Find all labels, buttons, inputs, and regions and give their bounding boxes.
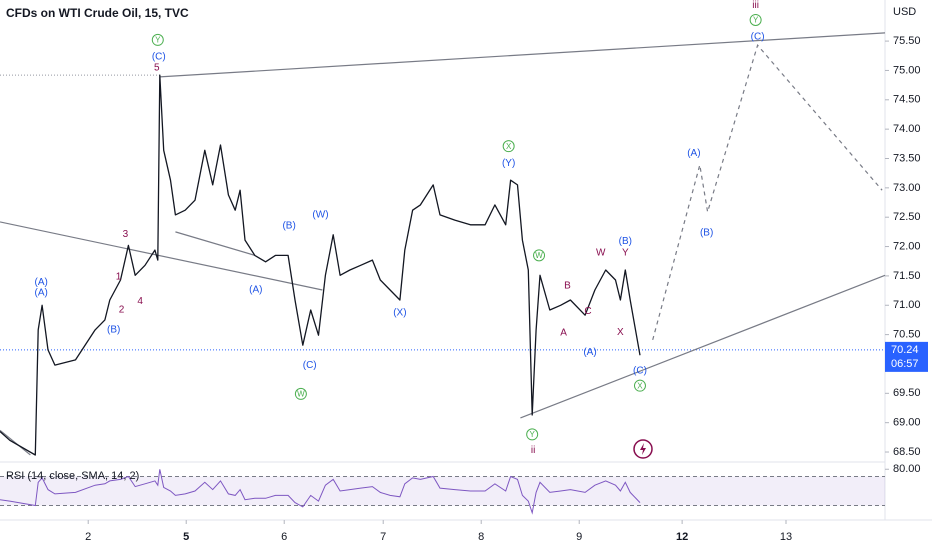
y-tick-label: 74.00 bbox=[893, 123, 921, 135]
y-tick-label: 74.50 bbox=[893, 94, 921, 106]
wave-label: (A) bbox=[34, 277, 47, 288]
wave-label: (C) bbox=[633, 366, 647, 377]
wave-label: 3 bbox=[123, 229, 129, 240]
wave-label: W bbox=[297, 390, 305, 399]
wave-label: (B) bbox=[107, 325, 120, 336]
y-tick-label: 72.00 bbox=[893, 240, 921, 252]
wave-label: X bbox=[637, 381, 643, 390]
price-line-series bbox=[0, 74, 641, 456]
y-tick-label: 71.50 bbox=[893, 270, 921, 282]
x-tick-label: 6 bbox=[281, 531, 287, 543]
wave-circle bbox=[502, 140, 515, 153]
x-tick-label: 2 bbox=[85, 531, 91, 543]
rsi-tick-label: 80.00 bbox=[893, 463, 921, 475]
wave-label: (W) bbox=[312, 209, 328, 220]
wave-label: (A) bbox=[583, 347, 596, 358]
wave-label: W bbox=[596, 248, 606, 259]
trend-line bbox=[0, 221, 323, 291]
wave-label: (B) bbox=[282, 221, 295, 232]
wave-circle bbox=[526, 428, 539, 441]
wave-label: Y bbox=[530, 430, 536, 439]
x-tick-label: 8 bbox=[478, 531, 484, 543]
price-tag-label: 70.24 bbox=[891, 344, 919, 356]
wave-circle bbox=[749, 13, 762, 26]
wave-label: (B) bbox=[700, 228, 713, 239]
chart-title: CFDs on WTI Crude Oil, 15, TVC bbox=[6, 6, 189, 20]
wave-label: X bbox=[506, 142, 512, 151]
y-tick-label: 68.50 bbox=[893, 446, 921, 458]
x-tick-label: 5 bbox=[183, 531, 189, 543]
trend-line bbox=[520, 274, 886, 419]
event-icon bbox=[633, 439, 653, 459]
wave-label: 4 bbox=[137, 296, 143, 307]
wave-label: C bbox=[584, 306, 591, 317]
wave-label: Y bbox=[155, 36, 161, 45]
rsi-band bbox=[0, 476, 885, 506]
wave-label: A bbox=[560, 327, 567, 338]
x-tick-label: 13 bbox=[780, 531, 792, 543]
x-tick-label: 9 bbox=[576, 531, 582, 543]
wave-label: ii bbox=[531, 445, 535, 456]
wave-circle bbox=[294, 387, 307, 400]
wave-label: (A) bbox=[687, 148, 700, 159]
rsi-title: RSI (14, close, SMA, 14, 2) bbox=[6, 470, 139, 482]
wave-label: (X) bbox=[393, 308, 406, 319]
wave-label: 5 bbox=[154, 63, 160, 74]
y-tick-label: 73.00 bbox=[893, 182, 921, 194]
y-tick-label: 73.50 bbox=[893, 152, 921, 164]
wave-label: (B) bbox=[619, 236, 632, 247]
price-tag-countdown: 06:57 bbox=[891, 358, 919, 370]
wave-label: (C) bbox=[152, 52, 166, 63]
price-tag bbox=[885, 341, 928, 372]
trend-line bbox=[175, 231, 255, 256]
wave-label: B bbox=[564, 281, 571, 292]
wave-label: (C) bbox=[303, 360, 317, 371]
y-tick-label: 75.00 bbox=[893, 64, 921, 76]
y-tick-label: 72.50 bbox=[893, 211, 921, 223]
trend-line bbox=[159, 32, 886, 78]
wave-label: (A) bbox=[249, 285, 262, 296]
rsi-line bbox=[0, 469, 641, 515]
wave-label: (A) bbox=[34, 288, 47, 299]
y-tick-label: 70.50 bbox=[893, 329, 921, 341]
y-tick-label: 69.00 bbox=[893, 417, 921, 429]
y-tick-label: 69.50 bbox=[893, 387, 921, 399]
y-axis-label: USD bbox=[893, 6, 916, 18]
y-tick-label: 75.50 bbox=[893, 35, 921, 47]
wave-label: Y bbox=[753, 16, 759, 25]
y-tick-label: 71.00 bbox=[893, 299, 921, 311]
wave-label: (Y) bbox=[502, 158, 515, 169]
wave-circle bbox=[533, 249, 546, 262]
wave-circle bbox=[633, 379, 646, 392]
projection bbox=[652, 43, 883, 341]
wave-label: (C) bbox=[751, 32, 765, 43]
x-tick-label: 7 bbox=[380, 531, 386, 543]
wave-label: 2 bbox=[119, 305, 125, 316]
x-tick-label: 12 bbox=[676, 531, 688, 543]
trend-line bbox=[0, 429, 31, 456]
wave-label: Y bbox=[622, 248, 629, 259]
wave-label: iii bbox=[752, 0, 759, 11]
wave-label: W bbox=[535, 251, 543, 260]
wave-label: 1 bbox=[116, 272, 122, 283]
wave-circle bbox=[151, 33, 164, 46]
wave-label: X bbox=[617, 327, 624, 338]
